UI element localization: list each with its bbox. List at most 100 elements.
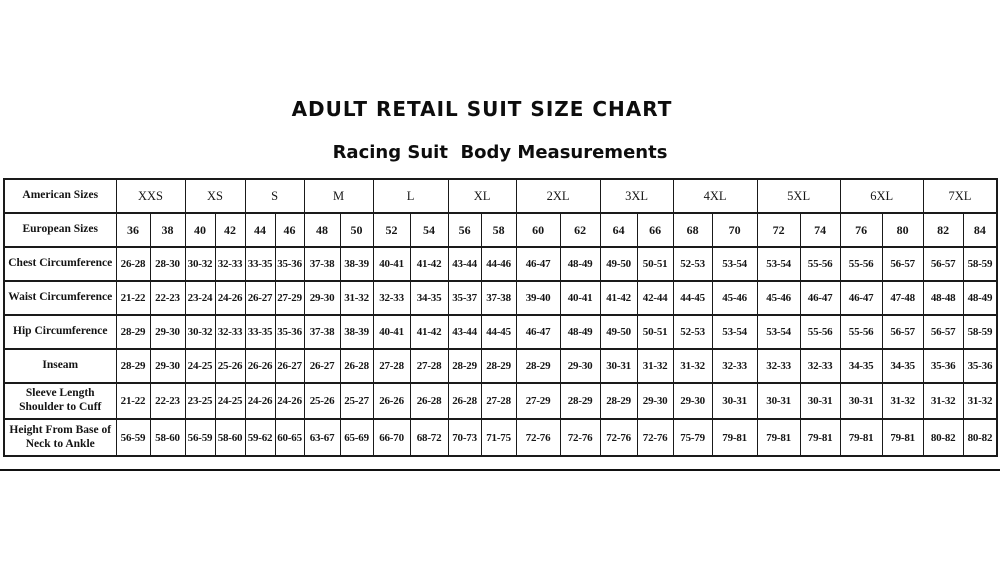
measurement-cell: 79-81 xyxy=(839,418,883,457)
measurement-cell: 56-57 xyxy=(922,246,964,282)
measurement-cell: 27-28 xyxy=(409,348,449,384)
measurement-cell: 22-23 xyxy=(149,382,186,420)
measurement-cell: 72-76 xyxy=(559,418,601,457)
measurement-cell: 46-47 xyxy=(799,280,841,316)
measurement-cell: 29-30 xyxy=(303,280,341,316)
measurement-cell: 80-82 xyxy=(962,418,998,457)
measurement-cell: 28-29 xyxy=(559,382,601,420)
measurement-cell: 43-44 xyxy=(447,246,482,282)
american-size-cell: XS xyxy=(184,178,246,214)
measurement-cell: 79-81 xyxy=(799,418,841,457)
american-size-cell: 6XL xyxy=(839,178,924,214)
european-size-cell: 74 xyxy=(799,212,841,248)
row-label-european-sizes: European Sizes xyxy=(3,212,117,248)
measurement-cell: 50-51 xyxy=(636,246,674,282)
american-size-cell: M xyxy=(303,178,374,214)
measurement-cell: 32-33 xyxy=(214,246,246,282)
measurement-cell: 27-28 xyxy=(480,382,517,420)
measurement-cell: 39-40 xyxy=(515,280,561,316)
measurement-cell: 65-69 xyxy=(339,418,374,457)
measurement-cell: 50-51 xyxy=(636,314,674,350)
measurement-cell: 24-25 xyxy=(214,382,246,420)
measurement-cell: 21-22 xyxy=(115,280,151,316)
measurement-cell: 40-41 xyxy=(559,280,601,316)
measurement-cell: 68-72 xyxy=(409,418,449,457)
table-row-hip-circumference: Hip Circumference 28-29 29-30 30-32 32-33 33-… xyxy=(3,314,998,350)
measurement-cell: 34-35 xyxy=(881,348,924,384)
measurement-cell: 48-49 xyxy=(962,280,998,316)
measurement-cell: 26-28 xyxy=(339,348,374,384)
measurement-cell: 58-59 xyxy=(962,246,998,282)
european-size-cell: 84 xyxy=(962,212,998,248)
american-size-cell: 2XL xyxy=(515,178,601,214)
measurement-cell: 40-41 xyxy=(372,314,411,350)
table-row-sleeve-length-shoulder-to-cuff: Sleeve Length Shoulder to Cuff 21-22 22-23… xyxy=(3,382,998,420)
measurement-cell: 32-33 xyxy=(756,348,801,384)
measurement-cell: 35-36 xyxy=(962,348,998,384)
european-size-cell: 52 xyxy=(372,212,411,248)
european-size-cell: 64 xyxy=(599,212,638,248)
measurement-cell: 32-33 xyxy=(799,348,841,384)
row-label-height-from-base-of-neck-to-ankle: Height From Base of Neck to Ankle xyxy=(3,418,117,457)
measurement-cell: 72-76 xyxy=(515,418,561,457)
measurement-cell: 34-35 xyxy=(839,348,883,384)
measurement-cell: 44-45 xyxy=(672,280,713,316)
american-size-cell: XXS xyxy=(115,178,186,214)
measurement-cell: 72-76 xyxy=(599,418,638,457)
measurement-cell: 38-39 xyxy=(339,246,374,282)
measurement-cell: 41-42 xyxy=(409,314,449,350)
measurement-cell: 46-47 xyxy=(839,280,883,316)
measurement-cell: 21-22 xyxy=(115,382,151,420)
european-size-cell: 66 xyxy=(636,212,674,248)
row-label-american-sizes: American Sizes xyxy=(3,178,117,214)
measurement-cell: 26-28 xyxy=(409,382,449,420)
row-label-hip-circumference: Hip Circumference xyxy=(3,314,117,350)
row-label-chest-circumference: Chest Circumference xyxy=(3,246,117,282)
measurement-cell: 35-36 xyxy=(922,348,964,384)
row-label-waist-circumference: Waist Circumference xyxy=(3,280,117,316)
american-size-cell: S xyxy=(244,178,305,214)
measurement-cell: 28-29 xyxy=(115,348,151,384)
european-size-cell: 36 xyxy=(115,212,151,248)
measurement-cell: 30-31 xyxy=(839,382,883,420)
measurement-cell: 24-26 xyxy=(244,382,276,420)
bottom-divider-line xyxy=(0,469,1000,471)
measurement-cell: 56-57 xyxy=(881,246,924,282)
measurement-cell: 37-38 xyxy=(303,246,341,282)
measurement-cell: 31-32 xyxy=(636,348,674,384)
measurement-cell: 33-35 xyxy=(244,246,276,282)
measurement-cell: 75-79 xyxy=(672,418,713,457)
measurement-cell: 48-49 xyxy=(559,246,601,282)
european-size-cell: 80 xyxy=(881,212,924,248)
european-size-cell: 62 xyxy=(559,212,601,248)
measurement-cell: 35-36 xyxy=(274,246,305,282)
table-row-chest-circumference: Chest Circumference 26-28 28-30 30-32 32-33 3… xyxy=(3,246,998,282)
measurement-cell: 28-29 xyxy=(115,314,151,350)
measurement-cell: 27-29 xyxy=(274,280,305,316)
american-size-cell: XL xyxy=(447,178,517,214)
measurement-cell: 29-30 xyxy=(149,348,186,384)
size-chart-table-body: American Sizes XXS XS S M L XL 2XL 3XL 4XL 5XL 6XL 7… xyxy=(3,178,998,457)
european-size-cell: 70 xyxy=(711,212,758,248)
measurement-cell: 49-50 xyxy=(599,314,638,350)
european-size-cell: 68 xyxy=(672,212,713,248)
measurement-cell: 23-24 xyxy=(184,280,216,316)
measurement-cell: 30-32 xyxy=(184,246,216,282)
measurement-cell: 24-25 xyxy=(184,348,216,384)
measurement-cell: 33-35 xyxy=(244,314,276,350)
measurement-cell: 56-59 xyxy=(184,418,216,457)
measurement-cell: 32-33 xyxy=(372,280,411,316)
measurement-cell: 52-53 xyxy=(672,314,713,350)
measurement-cell: 80-82 xyxy=(922,418,964,457)
measurement-cell: 31-32 xyxy=(922,382,964,420)
measurement-cell: 31-32 xyxy=(962,382,998,420)
measurement-cell: 26-26 xyxy=(372,382,411,420)
measurement-cell: 24-26 xyxy=(274,382,305,420)
american-size-cell: L xyxy=(372,178,449,214)
measurement-cell: 28-30 xyxy=(149,246,186,282)
measurement-cell: 31-32 xyxy=(881,382,924,420)
european-size-cell: 76 xyxy=(839,212,883,248)
measurement-cell: 28-29 xyxy=(480,348,517,384)
page-title: ADULT RETAIL SUIT SIZE CHART xyxy=(291,97,673,121)
